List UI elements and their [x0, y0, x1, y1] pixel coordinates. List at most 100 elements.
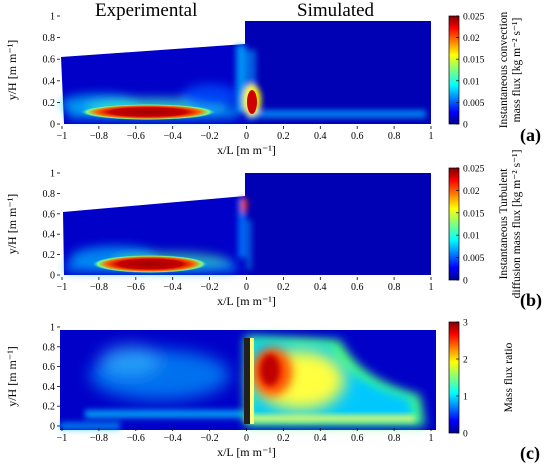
y-tick-label: 0	[50, 271, 55, 282]
colorbar-tick-label: 0.025	[463, 165, 485, 175]
y-tick-label: 1	[50, 323, 55, 334]
panel-a-exp-hotspot	[80, 104, 216, 120]
panel-b-colorbar	[448, 167, 460, 281]
y-tick-label: 0.4	[43, 382, 56, 393]
colorbar-tick-label: 0.01	[463, 77, 480, 87]
x-tick-label: 0.6	[351, 282, 364, 293]
x-tick-label: 0.2	[277, 131, 290, 142]
x-tick-label: 0.8	[388, 131, 401, 142]
y-tick-label: 1	[50, 169, 55, 180]
y-tick-label: 0.8	[43, 342, 56, 353]
y-tick-label: 0.8	[43, 33, 56, 44]
colorbar-tick-label: 0.005	[463, 254, 485, 264]
y-tick-label: 0	[50, 120, 55, 131]
y-tick-label: 0.8	[43, 189, 56, 200]
x-tick-label: 0.2	[277, 433, 290, 444]
colorbar-label: Instantaneous Turbulent	[498, 168, 510, 280]
x-tick-label: −0.4	[164, 131, 182, 142]
panel-a-colorbar	[448, 15, 460, 125]
colorbar-tick-label: 0.02	[463, 34, 480, 44]
header-experimental: Experimental	[95, 0, 198, 21]
panel-c-colorbar-ticks: 0 1 2 3 Mass flux ratio	[456, 319, 515, 440]
x-tick-label: −1	[57, 282, 68, 293]
x-axis-label: x/L [m m⁻¹]	[217, 143, 276, 157]
x-tick-label: −1	[57, 131, 68, 142]
panel-c: −1 −0.8 −0.6 −0.4 −0.2 0 0.2 0.4 0.6 0.8 1 0 0.2 0.4 0…	[5, 319, 515, 460]
panel-a: −1 −0.8 −0.6 −0.4 −0.2 0 0.2 0.4 0.6 0.8 1 0 0.2 0.4 0…	[5, 11, 523, 157]
x-tick-label: 0.4	[314, 433, 327, 444]
panel-b-simulated-field	[245, 173, 431, 275]
colorbar-tick-label: 0	[463, 277, 468, 287]
colorbar-tick-label: 0	[463, 121, 468, 131]
x-tick-label: −0.2	[201, 131, 219, 142]
colorbar-label: diffusion mass flux [kg m⁻² s⁻¹]	[511, 150, 523, 299]
y-tick-label: 0.4	[43, 76, 56, 87]
panel-a-axes: −1 −0.8 −0.6 −0.4 −0.2 0 0.2 0.4 0.6 0.8 1 0 0.2 0.4 0…	[5, 12, 434, 158]
y-tick-label: 0.4	[43, 230, 56, 241]
x-tick-label: 0.8	[388, 282, 401, 293]
panel-b-exp-hotspot	[92, 255, 208, 273]
colorbar-label: Mass flux ratio	[503, 342, 515, 412]
x-tick-label: −0.8	[90, 131, 108, 142]
x-tick-label: 0	[244, 282, 249, 293]
y-tick-label: 0.2	[43, 250, 56, 261]
x-tick-label: 0.6	[351, 131, 364, 142]
colorbar-tick-label: 1	[463, 393, 468, 403]
y-tick-label: 0	[50, 422, 55, 433]
y-tick-label: 0.6	[43, 55, 56, 66]
x-tick-label: −0.6	[127, 433, 145, 444]
panel-c-sim-hotspot	[260, 354, 280, 386]
x-tick-label: 1	[429, 131, 434, 142]
x-tick-label: 1	[429, 282, 434, 293]
colorbar-label: mass flux [kg m⁻² s⁻¹]	[511, 18, 523, 123]
x-tick-label: 0.4	[314, 282, 327, 293]
x-tick-label: −0.2	[201, 433, 219, 444]
x-tick-label: −0.6	[127, 131, 145, 142]
colorbar-tick-label: 0.02	[463, 187, 480, 197]
panel-b-colorbar-ticks: 0 0.005 0.01 0.015 0.02 0.025 Instantaneous Tu…	[456, 150, 523, 299]
colorbar-tick-label: 0.015	[463, 56, 485, 66]
colorbar-label: Instantaneous convection	[498, 11, 510, 128]
panel-b-axes: −1 −0.8 −0.6 −0.4 −0.2 0 0.2 0.4 0.6 0.8 1 0 0.2 0.4 0…	[5, 169, 434, 309]
x-tick-label: 0	[244, 433, 249, 444]
colorbar-tick-label: 0.01	[463, 232, 480, 242]
y-axis-label: y/H [m m⁻¹]	[5, 194, 19, 255]
x-tick-label: −0.2	[201, 282, 219, 293]
colorbar-tick-label: 0	[463, 430, 468, 440]
panel-a-sim-hotspot	[247, 90, 257, 114]
panel-b: −1 −0.8 −0.6 −0.4 −0.2 0 0.2 0.4 0.6 0.8 1 0 0.2 0.4 0…	[5, 150, 523, 308]
y-axis-label: y/H [m m⁻¹]	[5, 40, 19, 101]
x-tick-label: 0	[244, 131, 249, 142]
panel-c-axes: −1 −0.8 −0.6 −0.4 −0.2 0 0.2 0.4 0.6 0.8 1 0 0.2 0.4 0…	[5, 323, 434, 460]
y-tick-label: 0.2	[43, 98, 56, 109]
x-axis-label: x/L [m m⁻¹]	[217, 445, 276, 459]
header-simulated: Simulated	[297, 0, 375, 21]
panel-c-simulated-field	[244, 336, 425, 426]
panel-a-colorbar-ticks: 0 0.005 0.01 0.015 0.02 0.025 Instantaneous co…	[456, 11, 523, 131]
colorbar-tick-label: 0.015	[463, 209, 485, 219]
y-tick-label: 1	[50, 12, 55, 23]
x-tick-label: −0.4	[164, 282, 182, 293]
x-tick-label: 0.8	[388, 433, 401, 444]
colorbar-tick-label: 2	[463, 356, 468, 366]
colorbar-tick-label: 3	[463, 319, 468, 329]
y-tick-label: 0.6	[43, 209, 56, 220]
y-tick-label: 0.2	[43, 402, 56, 413]
panel-label-a: (a)	[520, 125, 541, 145]
panel-label-b: (b)	[520, 290, 542, 310]
x-tick-label: 1	[429, 433, 434, 444]
x-tick-label: 0.6	[351, 433, 364, 444]
y-tick-label: 0.6	[43, 362, 56, 373]
x-tick-label: 0.2	[277, 282, 290, 293]
x-axis-label: x/L [m m⁻¹]	[217, 294, 276, 308]
colorbar-tick-label: 0.025	[463, 13, 485, 23]
x-tick-label: −0.8	[90, 282, 108, 293]
panel-label-c: (c)	[520, 443, 540, 463]
panel-c-colorbar	[448, 321, 460, 434]
panel-a-simulated-field	[245, 21, 431, 124]
x-tick-label: 0.4	[314, 131, 327, 142]
y-axis-label: y/H [m m⁻¹]	[5, 346, 19, 407]
x-tick-label: −0.4	[164, 433, 182, 444]
x-tick-label: −0.8	[90, 433, 108, 444]
